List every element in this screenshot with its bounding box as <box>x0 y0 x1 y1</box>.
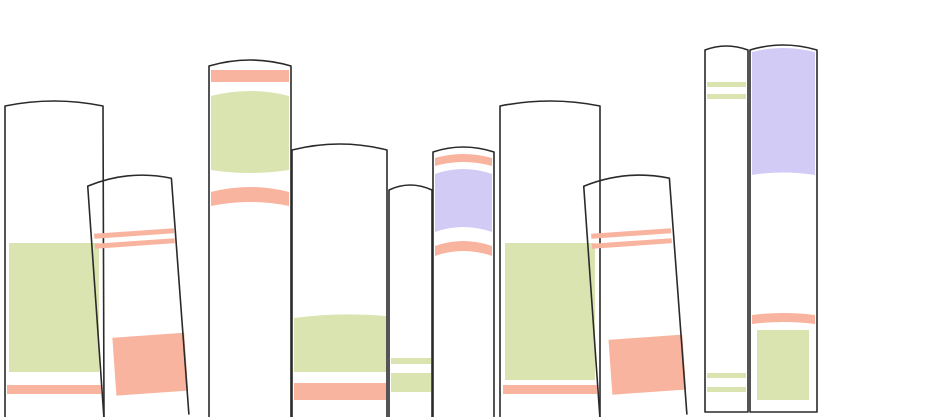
book-stripe <box>435 154 492 166</box>
book-stripe <box>7 385 101 394</box>
book-stripe <box>503 385 597 394</box>
book-band <box>757 330 809 400</box>
book-band <box>391 373 431 392</box>
book-stripe <box>707 373 746 378</box>
book <box>704 45 749 413</box>
book-band <box>294 314 386 372</box>
book <box>388 184 433 417</box>
book-stripe <box>94 238 175 249</box>
book-outline <box>86 174 190 417</box>
book-band <box>9 243 99 372</box>
book-stripe <box>707 82 746 87</box>
book-outline <box>208 59 292 417</box>
book-band <box>608 334 687 395</box>
book-outline <box>4 100 105 417</box>
book-stripe <box>211 70 289 82</box>
book <box>4 100 105 417</box>
book-outline <box>291 143 388 417</box>
book-band <box>752 48 815 175</box>
book-stripe <box>391 358 431 364</box>
book-band <box>505 243 595 380</box>
book <box>291 143 388 417</box>
book-outline <box>704 45 749 413</box>
book <box>208 59 292 417</box>
book <box>86 174 190 417</box>
book-outline <box>432 146 495 417</box>
book <box>749 44 818 413</box>
book-stripe <box>591 228 672 239</box>
book-stripe <box>591 238 672 249</box>
book-stripe <box>707 387 746 392</box>
book-stripe <box>294 383 386 400</box>
book <box>432 146 495 417</box>
book-stripe <box>752 313 815 324</box>
book-stripe <box>707 94 746 99</box>
book-band <box>211 91 289 173</box>
book-band <box>112 332 189 396</box>
book-stripe <box>211 187 289 206</box>
book-stripe <box>435 241 492 256</box>
book-outline <box>582 174 688 417</box>
book-outline <box>749 44 818 413</box>
book-outline <box>499 100 601 417</box>
book-band <box>435 169 492 232</box>
book-outline <box>388 184 433 417</box>
book-stripe <box>94 228 175 239</box>
book <box>582 174 688 417</box>
book <box>499 100 601 417</box>
